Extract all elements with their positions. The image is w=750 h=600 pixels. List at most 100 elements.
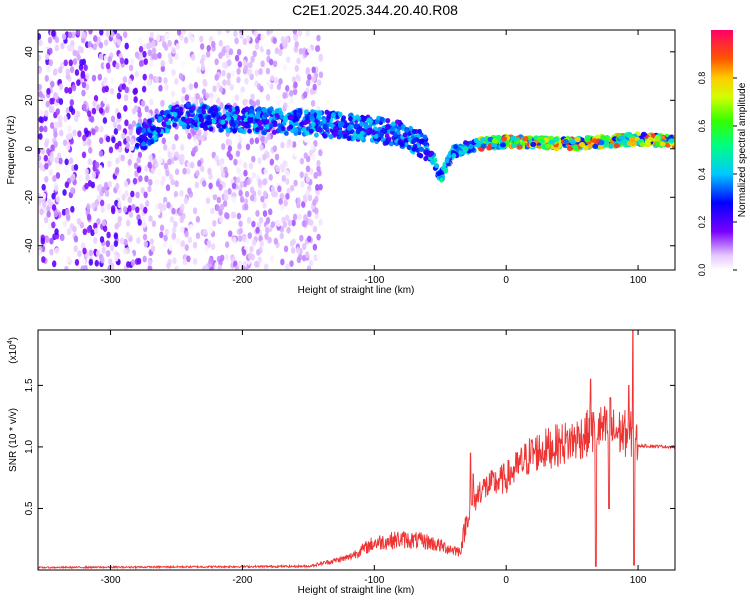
spectrogram-cell bbox=[257, 106, 262, 112]
spectrogram-cell bbox=[258, 125, 264, 131]
spectrogram-cell bbox=[149, 98, 154, 106]
spectrogram-cell bbox=[208, 92, 214, 100]
spectrogram-cell bbox=[148, 178, 153, 186]
spectrogram-cell bbox=[38, 83, 42, 91]
spectrogram-cell bbox=[123, 104, 128, 112]
spectrogram-cell bbox=[41, 256, 46, 263]
spectrogram-cell bbox=[64, 265, 69, 270]
spectrogram-cell bbox=[188, 83, 194, 91]
spectrogram-cell bbox=[373, 133, 379, 139]
spectrogram-cell bbox=[44, 162, 49, 170]
spectrogram-cell bbox=[291, 141, 297, 148]
spectrogram-cell bbox=[300, 180, 305, 188]
spectrogram-cell bbox=[81, 151, 87, 159]
spectrogram-x-tick-label: -200 bbox=[232, 275, 252, 286]
spectrogram-cell bbox=[165, 169, 170, 177]
spectrogram-cell bbox=[38, 154, 42, 162]
spectrogram-cell bbox=[216, 122, 222, 128]
spectrogram-cell bbox=[216, 196, 222, 204]
page-title: C2E1.2025.344.20.40.R08 bbox=[292, 2, 458, 18]
spectrogram-cell bbox=[224, 211, 229, 219]
spectrogram-cell bbox=[73, 235, 79, 243]
spectrogram-cell bbox=[182, 167, 187, 175]
spectrogram-cell bbox=[158, 202, 163, 210]
spectrogram-cell bbox=[204, 245, 209, 253]
spectrogram-cell bbox=[303, 91, 308, 99]
spectrogram-cell bbox=[50, 80, 55, 88]
spectrogram-cell bbox=[400, 141, 405, 148]
spectrogram-cell bbox=[58, 157, 63, 165]
spectrogram-cell bbox=[195, 215, 201, 223]
spectrogram-cell bbox=[205, 197, 211, 205]
spectrogram-cell bbox=[303, 214, 308, 221]
spectrogram-cell bbox=[258, 216, 264, 224]
spectrogram-cell bbox=[257, 189, 262, 197]
spectrogram-cell bbox=[348, 116, 353, 122]
spectrogram-cell bbox=[236, 212, 242, 220]
spectrogram-cell bbox=[101, 219, 107, 227]
spectrogram-cell bbox=[152, 135, 158, 141]
spectrogram-cell bbox=[55, 162, 61, 170]
spectrogram-cell bbox=[178, 120, 184, 126]
spectrogram-cell bbox=[314, 212, 320, 220]
spectrogram-cell bbox=[185, 123, 191, 130]
spectrogram-cell bbox=[68, 157, 74, 165]
spectrogram-cell bbox=[439, 177, 444, 183]
spectrogram-cell bbox=[236, 67, 241, 75]
spectrogram-cell bbox=[137, 111, 142, 118]
spectrogram-cell bbox=[163, 162, 169, 170]
spectrogram-cell bbox=[38, 249, 42, 257]
spectrogram-cell bbox=[232, 113, 238, 120]
spectrogram-cell bbox=[163, 143, 168, 151]
spectrogram-cell bbox=[241, 265, 246, 270]
spectrogram-cell bbox=[145, 200, 150, 207]
spectrogram-cell bbox=[215, 204, 220, 212]
spectrogram-cell bbox=[618, 135, 625, 141]
spectrogram-cell bbox=[288, 120, 294, 126]
spectrogram-cell bbox=[434, 162, 439, 169]
spectrogram-cell bbox=[186, 161, 192, 169]
spectrogram-cell bbox=[390, 126, 396, 132]
colorbar-tick-label: 0.6 bbox=[697, 120, 707, 133]
spectrogram-cell bbox=[45, 100, 50, 108]
spectrogram-cell bbox=[255, 226, 260, 234]
spectrogram-x-label: Height of straight line (km) bbox=[298, 285, 415, 296]
snr-y-tick-label: 1.0 bbox=[24, 440, 35, 454]
spectrogram-cell bbox=[144, 165, 149, 172]
spectrogram-cell bbox=[104, 190, 110, 197]
spectrogram-cell bbox=[214, 74, 219, 81]
spectrogram-cell bbox=[272, 145, 278, 153]
spectrogram-cell bbox=[46, 147, 51, 155]
spectrogram-cell bbox=[224, 241, 230, 249]
spectrogram-cell bbox=[99, 137, 104, 145]
spectrogram-cell bbox=[200, 165, 205, 173]
spectrogram-cell bbox=[115, 62, 120, 70]
spectrogram-cell bbox=[136, 156, 141, 164]
spectrogram-cell bbox=[234, 94, 240, 102]
spectrogram-cell bbox=[316, 233, 321, 241]
spectrogram-cell bbox=[146, 42, 151, 50]
spectrogram-cell bbox=[411, 146, 417, 152]
spectrogram-cell bbox=[90, 229, 95, 237]
spectrogram-cell bbox=[224, 253, 229, 261]
spectrogram-cell bbox=[54, 228, 59, 236]
spectrogram-cell bbox=[43, 216, 49, 224]
spectrogram-cell bbox=[392, 132, 398, 138]
spectrogram-cell bbox=[213, 93, 219, 100]
spectrogram-cell bbox=[305, 165, 311, 173]
spectrogram-cell bbox=[143, 240, 149, 248]
spectrogram-cell bbox=[480, 143, 487, 149]
spectrogram-cell bbox=[117, 189, 123, 196]
spectrogram-cell bbox=[79, 59, 84, 66]
spectrogram-cell bbox=[66, 255, 71, 263]
snr-y-tick-label: 1.5 bbox=[24, 378, 35, 392]
spectrogram-cell bbox=[288, 124, 294, 130]
spectrogram-cell bbox=[151, 220, 157, 228]
spectrogram-cell bbox=[240, 120, 246, 127]
spectrogram-cell bbox=[102, 117, 108, 124]
spectrogram-cell bbox=[237, 60, 243, 68]
spectrogram-cell bbox=[247, 232, 252, 240]
spectrogram-cell bbox=[317, 110, 323, 116]
spectrogram-cell bbox=[94, 161, 100, 169]
